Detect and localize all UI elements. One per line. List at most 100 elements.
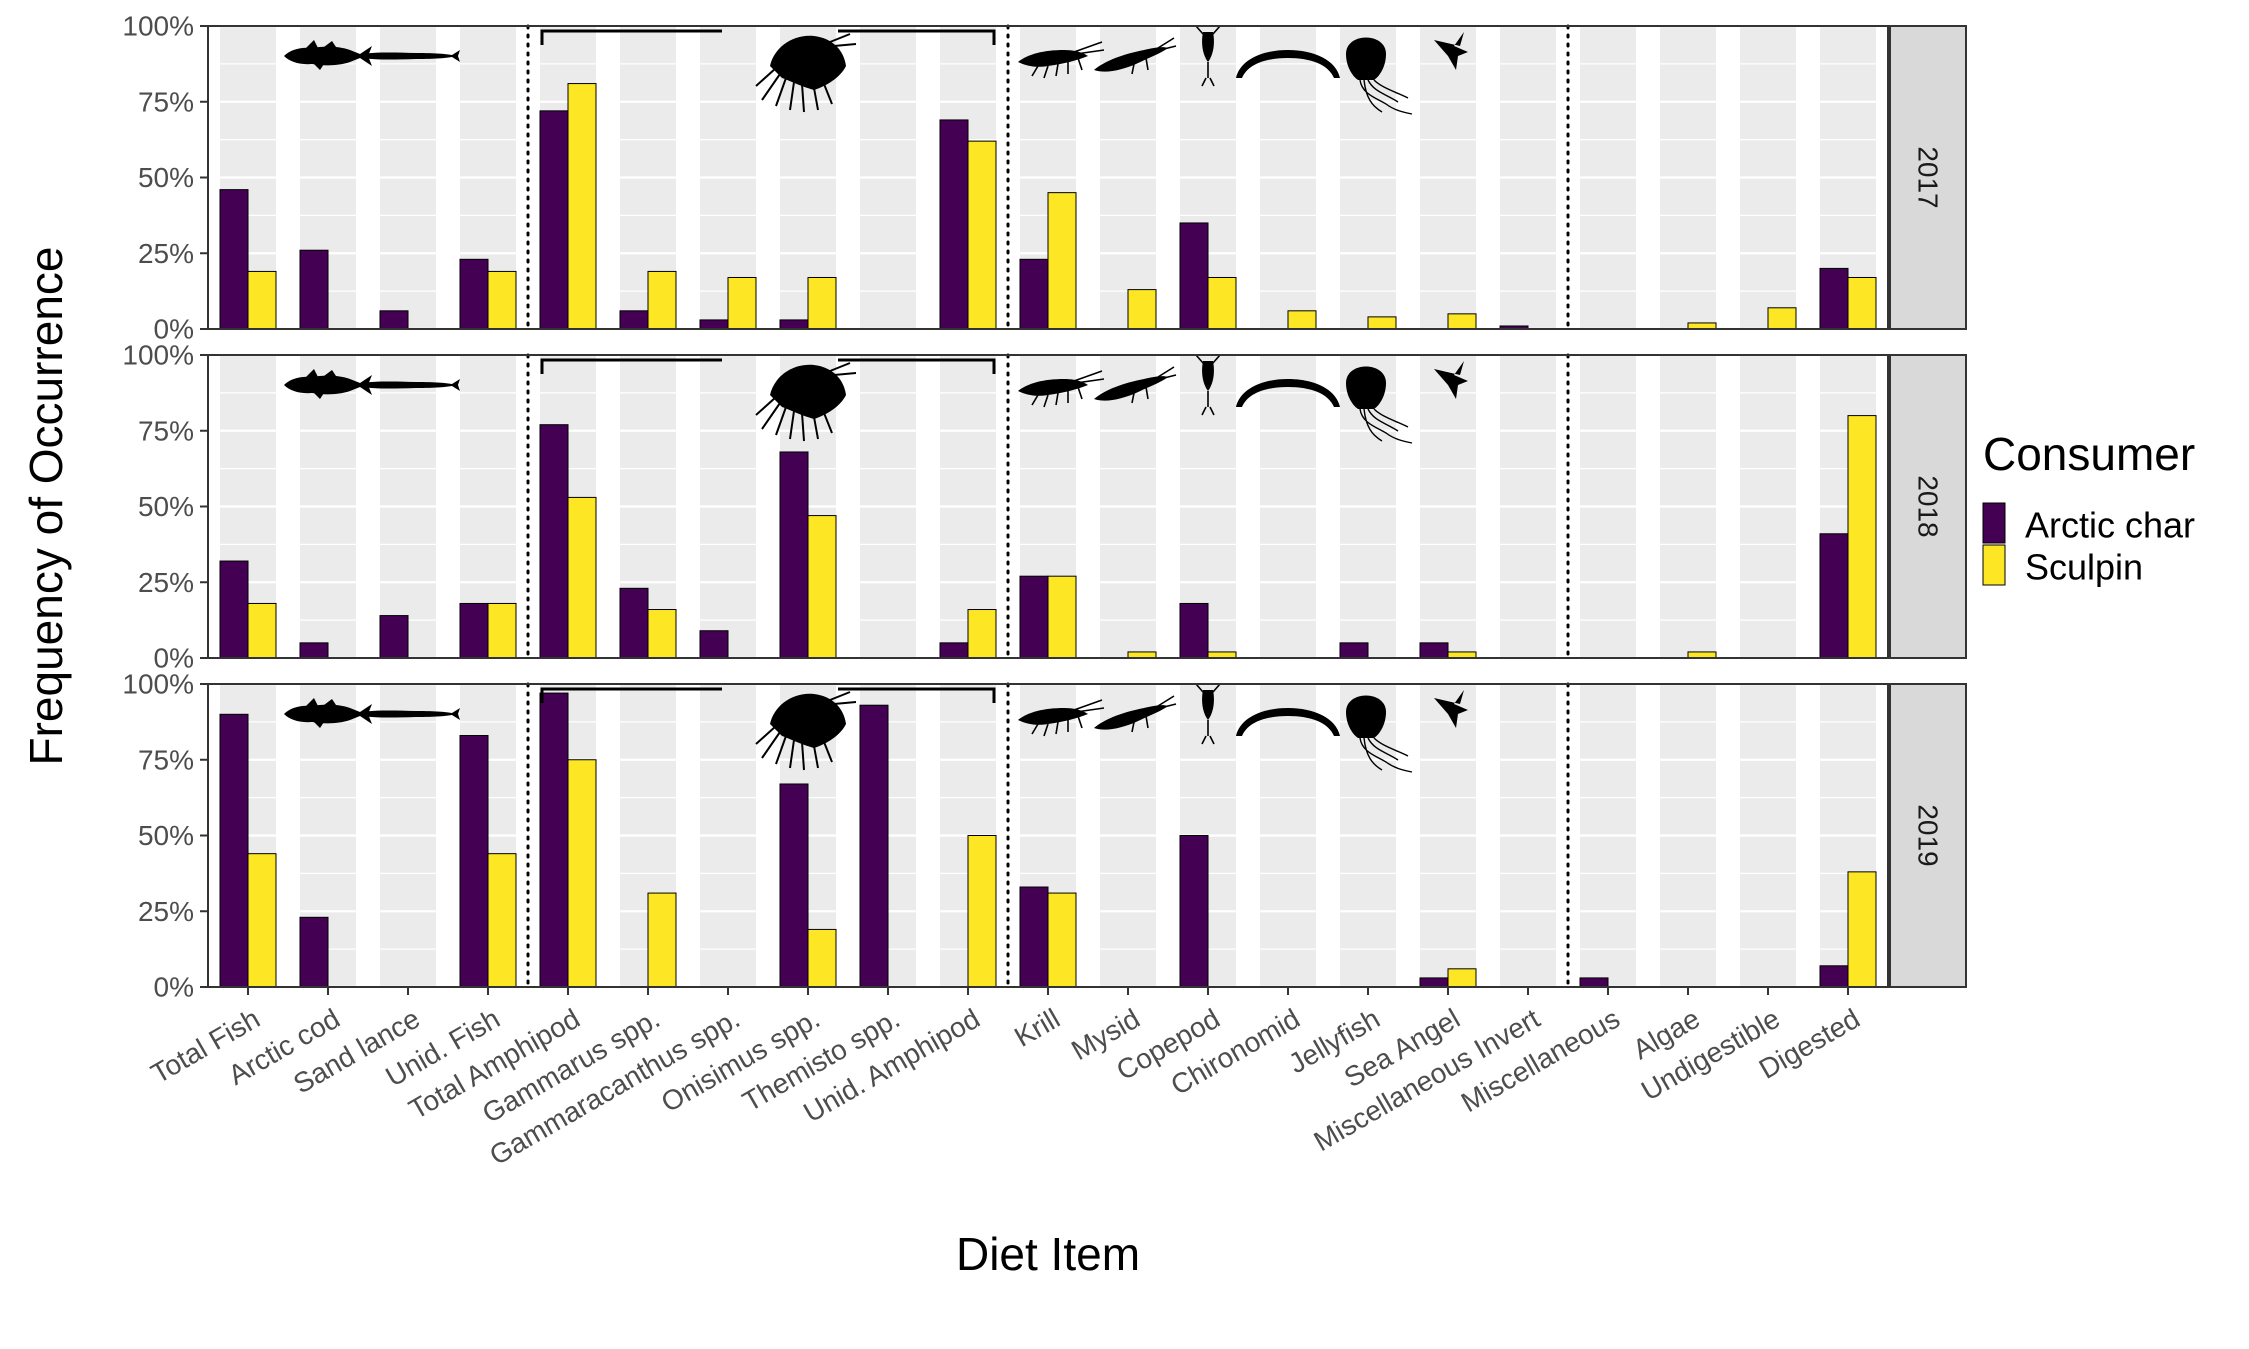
y-tick-label: 25% [138,567,194,598]
bar [727,276,757,330]
legend-title: Consumer [1983,428,2195,480]
bar [647,892,677,988]
facet-label: 2019 [1913,804,1944,866]
bar [699,630,729,659]
bar [967,140,997,330]
bar [567,496,597,659]
y-tick-label: 25% [138,238,194,269]
bar [219,189,249,330]
y-tick-label: 100% [122,340,194,371]
legend-swatch [1982,544,2006,586]
bar [1179,835,1209,988]
amphipod-bracket [838,358,996,374]
bar [539,692,569,988]
bar [1819,965,1849,988]
bar [567,83,597,330]
bar [379,310,409,330]
bar [247,602,277,659]
x-tick-label: Krill [1009,1003,1065,1053]
y-tick-label: 100% [122,11,194,42]
bar [247,270,277,330]
facet-strip [1889,25,1967,330]
amphipod-bracket [540,687,722,703]
bar [939,119,969,330]
bar [1847,276,1877,330]
facet-label: 2018 [1913,475,1944,537]
y-tick-label: 0% [154,314,194,345]
bar [779,319,809,330]
bar [539,110,569,330]
legend-swatch [1982,502,2006,544]
y-tick-label: 0% [154,643,194,674]
facet-strip [1889,354,1967,659]
bar [647,270,677,330]
y-tick-label: 75% [138,86,194,117]
bar [1447,313,1477,330]
bar [1579,977,1609,988]
bar [247,853,277,988]
bar [1047,192,1077,330]
bar [1019,258,1049,330]
bar [807,515,837,659]
y-tick-label: 50% [138,491,194,522]
amphipod-bracket [838,687,996,703]
bar [1419,642,1449,659]
bar [1207,276,1237,330]
bar [1019,886,1049,988]
bar [1179,222,1209,330]
legend-label: Sculpin [2025,547,2143,588]
y-tick-label: 25% [138,896,194,927]
bar [859,704,889,988]
amphipod-bracket [838,29,996,45]
y-tick-label: 0% [154,972,194,1003]
bar [567,759,597,988]
bar [1019,575,1049,659]
bar [1047,892,1077,988]
bar [487,602,517,659]
amphipod-bracket [540,358,722,374]
bar [619,587,649,659]
bar [779,783,809,988]
bar [459,602,489,659]
bar [1419,977,1449,988]
bar [1127,289,1157,330]
bar [219,713,249,988]
bar [779,451,809,659]
bar [459,735,489,988]
bar [1339,642,1369,659]
bar [647,609,677,659]
bar [967,835,997,988]
bar [299,249,329,330]
bar [807,276,837,330]
bar [1447,968,1477,988]
bar [487,270,517,330]
bar [807,928,837,988]
y-tick-label: 50% [138,820,194,851]
bar [1287,310,1317,330]
y-tick-label: 75% [138,744,194,775]
x-axis-title: Diet Item [956,1228,1140,1280]
bar [1819,533,1849,659]
legend-label: Arctic char [2025,505,2195,546]
facet-strip [1889,683,1967,988]
bar [379,615,409,659]
bar [699,319,729,330]
bar [939,642,969,659]
bar [487,853,517,988]
bar [1047,575,1077,659]
bar [1767,307,1797,330]
y-tick-label: 75% [138,415,194,446]
bar [1847,415,1877,659]
bar [299,916,329,988]
amphipod-bracket [540,29,722,45]
bar [219,560,249,659]
y-tick-label: 50% [138,162,194,193]
y-tick-label: 100% [122,669,194,700]
bar [1819,267,1849,330]
bar [299,642,329,659]
bar [459,258,489,330]
y-axis-title: Frequency of Occurrence [20,246,72,765]
bar [539,424,569,659]
facet-label: 2017 [1913,146,1944,208]
